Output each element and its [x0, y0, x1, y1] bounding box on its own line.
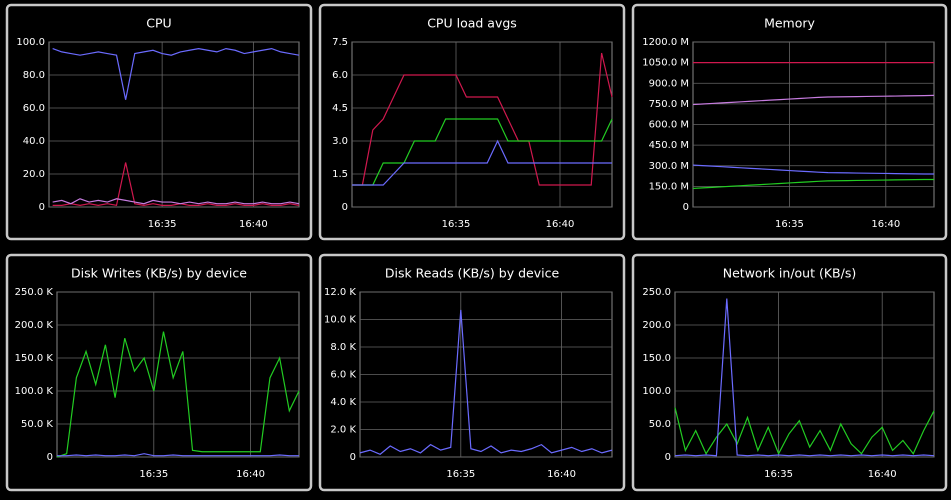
y-tick-label: 0 [683, 202, 689, 213]
y-tick-label: 150.0 [642, 353, 671, 364]
x-tick-label: 16:35 [148, 219, 177, 230]
series-line [352, 139, 612, 186]
panel-border [5, 253, 313, 492]
chart-panel: CPU 0 20.0 40.0 60.0 80.0 100.0 16:35 16:40 [5, 3, 313, 241]
chart-title: Network in/out (KB/s) [723, 266, 856, 281]
chart-panel: Network in/out (KB/s) 0 50.0 100.0 150.0 200.… [631, 253, 948, 492]
y-tick-label: 3.0 [332, 136, 348, 147]
y-tick-label: 600.0 M [649, 120, 689, 131]
chart-panel: Disk Writes (KB/s) by device 0 50.0 K 100.0… [5, 253, 313, 492]
series-line [56, 331, 300, 458]
chart-panel: Memory 0 150.0 M 300.0 M 450.0 M 600.0 M 750.0… [631, 3, 948, 241]
y-tick-label: 8.0 K [330, 342, 356, 353]
series-line [359, 309, 613, 455]
x-tick-label: 16:35 [139, 469, 168, 480]
y-tick-label: 300.0 M [649, 161, 689, 172]
x-tick-label: 16:40 [546, 219, 575, 230]
series-line [352, 52, 613, 186]
y-tick-label: 0 [342, 202, 348, 213]
x-tick-label: 16:35 [446, 469, 475, 480]
y-tick-label: 900.0 M [649, 78, 689, 89]
y-tick-label: 250.0 K [15, 287, 54, 298]
y-tick-label: 0 [350, 452, 356, 463]
x-tick-label: 16:40 [547, 469, 576, 480]
chart-title: Disk Writes (KB/s) by device [71, 266, 247, 281]
y-tick-label: 40.0 [23, 136, 45, 147]
y-tick-label: 100.0 [642, 386, 671, 397]
x-tick-label: 16:40 [871, 219, 900, 230]
y-tick-label: 60.0 [23, 103, 45, 114]
chart-title: Memory [764, 16, 815, 31]
y-tick-label: 200.0 K [15, 320, 54, 331]
y-tick-label: 0 [665, 452, 671, 463]
y-tick-label: 4.0 K [330, 397, 356, 408]
y-tick-label: 150.0 K [15, 353, 54, 364]
panel-border [318, 253, 626, 492]
y-tick-label: 7.5 [332, 37, 348, 48]
series-line [692, 94, 935, 106]
series-line [352, 118, 613, 186]
y-tick-label: 450.0 M [649, 140, 689, 151]
y-tick-label: 100.0 K [15, 386, 54, 397]
panel-border [631, 253, 948, 492]
y-tick-label: 150.0 M [649, 181, 689, 192]
y-tick-label: 10.0 K [324, 315, 356, 326]
chart-title: CPU [146, 16, 171, 31]
y-tick-label: 750.0 M [649, 99, 689, 110]
x-tick-label: 16:35 [775, 219, 804, 230]
series-line [692, 164, 934, 175]
chart-panel: Disk Reads (KB/s) by device 0 2.0 K 4.0 K 6.… [318, 253, 626, 492]
chart-panel: CPU load avgs 0 1.5 3.0 4.5 6.0 7.5 16:35 16:40 [318, 3, 626, 241]
y-tick-label: 50.0 [649, 419, 671, 430]
y-tick-label: 6.0 [332, 70, 348, 81]
y-tick-label: 80.0 [23, 70, 45, 81]
y-tick-label: 1200.0 M [642, 37, 689, 48]
y-tick-label: 2.0 K [330, 425, 356, 436]
series-line [692, 178, 934, 190]
series-line [52, 162, 300, 207]
y-tick-label: 0 [39, 202, 45, 213]
series-line [57, 453, 299, 457]
series-line [52, 47, 300, 100]
y-tick-label: 50.0 K [21, 419, 53, 430]
y-tick-label: 12.0 K [324, 287, 356, 298]
panel-border [5, 3, 313, 241]
series-line [52, 198, 300, 205]
chart-title: CPU load avgs [427, 16, 517, 31]
y-tick-label: 1050.0 M [642, 58, 689, 69]
series-line [674, 298, 935, 457]
y-tick-label: 100.0 [16, 37, 45, 48]
x-tick-label: 16:35 [764, 469, 793, 480]
panel-border [318, 3, 626, 241]
y-tick-label: 6.0 K [330, 370, 356, 381]
y-tick-label: 0 [47, 452, 53, 463]
y-tick-label: 200.0 [642, 320, 671, 331]
y-tick-label: 20.0 [23, 169, 45, 180]
y-tick-label: 250.0 [642, 287, 671, 298]
y-tick-label: 4.5 [332, 103, 348, 114]
x-tick-label: 16:40 [868, 469, 897, 480]
x-tick-label: 16:40 [239, 219, 268, 230]
y-tick-label: 1.5 [332, 169, 348, 180]
x-tick-label: 16:40 [236, 469, 265, 480]
x-tick-label: 16:35 [442, 219, 471, 230]
chart-title: Disk Reads (KB/s) by device [385, 266, 560, 281]
